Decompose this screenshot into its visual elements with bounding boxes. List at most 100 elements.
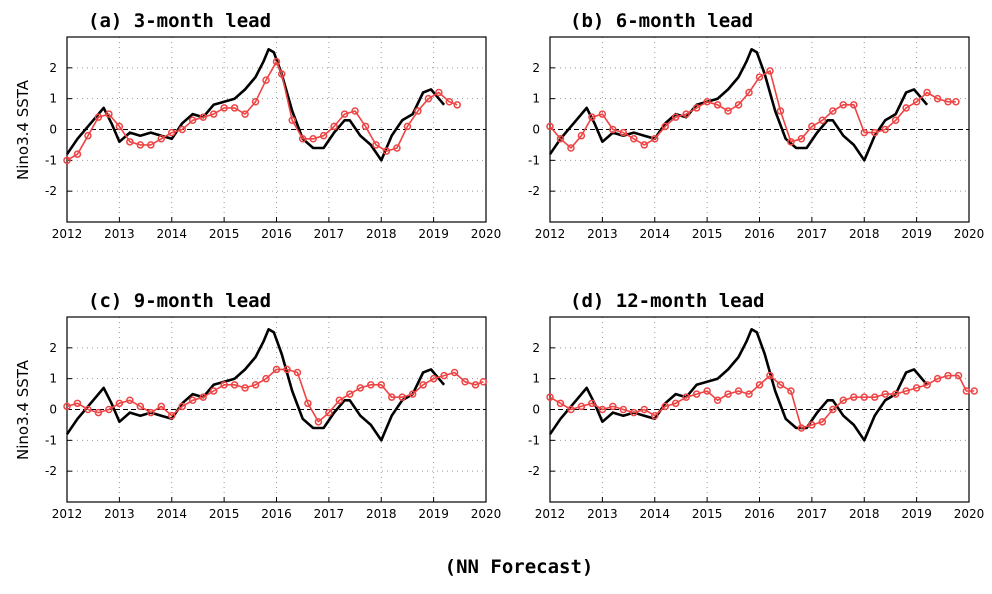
forecast-point xyxy=(94,113,103,121)
forecast-point xyxy=(251,98,260,106)
y-tick-label: 1 xyxy=(532,92,540,106)
forecast-point xyxy=(304,399,312,408)
forecast-point xyxy=(933,374,942,383)
x-tick-label: 2014 xyxy=(639,227,670,241)
forecast-point xyxy=(755,381,764,389)
forecast-point xyxy=(241,110,249,118)
forecast-point xyxy=(314,418,323,426)
y-tick-label: -1 xyxy=(45,153,57,167)
forecast-point xyxy=(393,144,401,152)
forecast-point xyxy=(356,384,365,392)
y-tick-label: 1 xyxy=(49,92,57,106)
observed-series-line xyxy=(548,47,929,162)
forecast-point xyxy=(755,73,764,81)
forecast-point xyxy=(414,107,422,115)
x-tick-label: 2019 xyxy=(418,227,449,241)
x-tick-label: 2018 xyxy=(366,507,397,521)
forecast-point xyxy=(450,368,459,377)
x-tick-label: 2014 xyxy=(156,507,187,521)
forecast-point xyxy=(272,365,281,374)
forecast-point xyxy=(630,408,638,417)
forecast-point xyxy=(178,125,186,134)
forecast-point xyxy=(199,393,207,401)
forecast-point xyxy=(262,374,270,383)
forecast-point xyxy=(808,122,816,131)
forecast-series-line xyxy=(549,70,956,149)
forecast-point xyxy=(839,396,848,404)
y-tick-label: 1 xyxy=(532,372,540,386)
forecast-point xyxy=(157,135,166,143)
observed-series-line xyxy=(548,327,929,442)
forecast-point xyxy=(398,393,406,401)
forecast-point xyxy=(453,101,461,109)
forecast-point xyxy=(682,110,690,118)
forecast-point xyxy=(220,381,228,389)
forecast-point xyxy=(361,122,370,131)
forecast-point xyxy=(147,141,155,149)
forecast-point xyxy=(147,408,155,417)
y-tick-label: 2 xyxy=(49,341,57,355)
forecast-point xyxy=(787,387,795,395)
forecast-point xyxy=(429,374,438,383)
observed-series-line xyxy=(65,327,446,442)
forecast-point xyxy=(923,381,931,389)
forecast-point xyxy=(115,122,124,131)
forecast-point xyxy=(340,110,349,118)
forecast-series-line xyxy=(66,368,484,423)
x-tick-label: 2015 xyxy=(209,507,240,521)
x-tick-label: 2020 xyxy=(471,507,502,521)
forecast-point xyxy=(609,402,617,411)
forecast-point xyxy=(891,390,900,398)
forecast-point xyxy=(797,424,806,432)
forecast-point xyxy=(912,384,921,392)
forecast-point xyxy=(168,128,176,137)
y-tick-label: 2 xyxy=(49,61,57,75)
forecast-point xyxy=(577,131,586,140)
forecast-point xyxy=(168,411,176,420)
forecast-point xyxy=(335,396,344,404)
x-tick-label: 2020 xyxy=(954,507,985,521)
forecast-point xyxy=(682,393,690,401)
forecast-point xyxy=(556,399,565,408)
forecast-point xyxy=(619,128,628,137)
forecast-point xyxy=(419,381,427,389)
forecast-point xyxy=(640,405,649,414)
forecast-point xyxy=(598,110,607,118)
forecast-point xyxy=(671,399,680,408)
y-axis-label: Nino3.4 SSTA xyxy=(14,359,32,460)
forecast-point xyxy=(546,122,554,131)
y-tick-label: 1 xyxy=(49,372,57,386)
forecast-point xyxy=(850,393,858,401)
y-tick-label: 0 xyxy=(532,123,540,137)
forecast-point xyxy=(651,411,659,420)
forecast-point xyxy=(745,390,753,398)
forecast-point xyxy=(902,104,910,112)
forecast-point xyxy=(199,113,207,121)
x-tick-label: 2012 xyxy=(535,227,566,241)
x-tick-label: 2017 xyxy=(797,227,828,241)
x-tick-label: 2017 xyxy=(797,507,828,521)
forecast-point xyxy=(692,390,701,398)
forecast-point xyxy=(734,101,743,109)
y-tick-label: 0 xyxy=(532,403,540,417)
forecast-point xyxy=(126,138,134,146)
y-tick-label: -1 xyxy=(45,433,57,447)
forecast-point xyxy=(471,381,480,389)
forecast-point xyxy=(435,88,443,97)
forecast-point xyxy=(556,135,565,143)
forecast-point xyxy=(309,135,317,143)
forecast-point xyxy=(288,116,296,124)
forecast-point xyxy=(577,402,586,411)
forecast-point xyxy=(881,390,889,398)
forecast-point xyxy=(808,421,816,429)
forecast-point xyxy=(912,98,921,106)
y-tick-label: -2 xyxy=(45,464,57,478)
x-tick-label: 2018 xyxy=(849,507,880,521)
forecast-point xyxy=(188,116,197,124)
y-tick-label: -2 xyxy=(45,184,57,198)
forecast-point xyxy=(440,371,448,380)
forecast-point xyxy=(766,67,774,75)
forecast-point xyxy=(818,418,827,426)
forecast-point xyxy=(277,70,286,78)
